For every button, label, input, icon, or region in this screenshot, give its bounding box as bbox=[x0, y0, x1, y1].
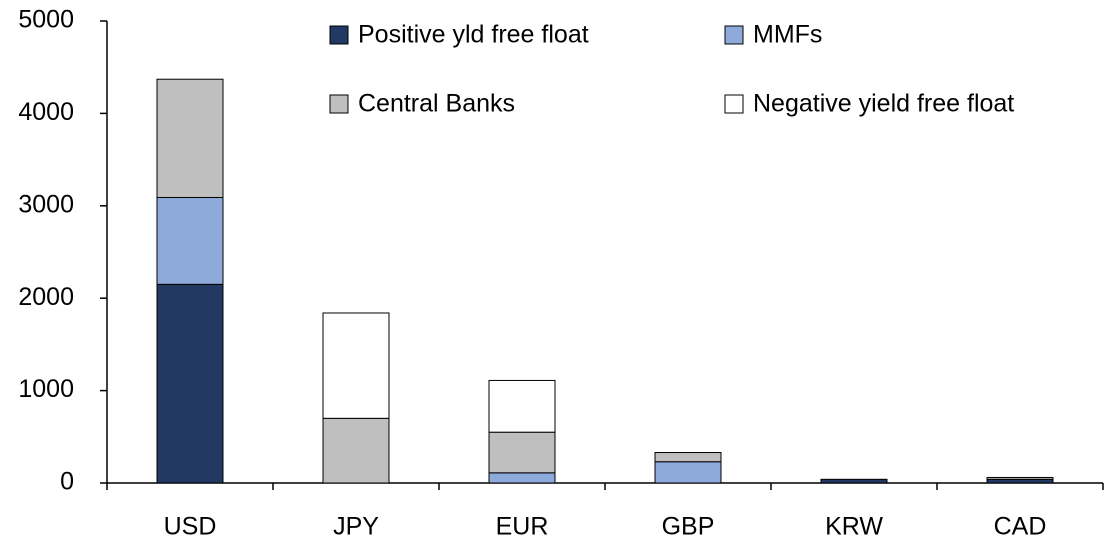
bar-segment bbox=[156, 78, 224, 198]
legend-label: Central Banks bbox=[358, 90, 515, 118]
x-tick-label: EUR bbox=[496, 513, 549, 541]
legend-label: Negative yield free float bbox=[753, 90, 1014, 118]
y-tick-label: 3000 bbox=[18, 190, 74, 218]
y-tick-label: 4000 bbox=[18, 98, 74, 126]
x-tick-label: KRW bbox=[825, 513, 883, 541]
y-tick-label: 1000 bbox=[18, 375, 74, 403]
y-tick-label: 2000 bbox=[18, 283, 74, 311]
bar-segment bbox=[488, 379, 556, 433]
y-tick-label: 5000 bbox=[18, 6, 74, 34]
legend-swatch bbox=[329, 25, 349, 45]
y-tick-label: 0 bbox=[60, 468, 74, 496]
bar-segment bbox=[156, 196, 224, 285]
x-tick-label: JPY bbox=[333, 513, 379, 541]
bar-segment bbox=[156, 283, 224, 484]
legend-label: Positive yld free float bbox=[358, 21, 589, 49]
bar-segment bbox=[322, 417, 390, 484]
bar-segment bbox=[488, 431, 556, 474]
legend-swatch bbox=[724, 25, 744, 45]
bar-segment bbox=[986, 476, 1054, 480]
legend-swatch bbox=[724, 94, 744, 114]
legend-label: MMFs bbox=[753, 21, 822, 49]
bar-segment bbox=[322, 312, 390, 419]
bar-segment bbox=[986, 478, 1054, 484]
legend-swatch bbox=[329, 94, 349, 114]
bar-segment bbox=[654, 461, 722, 484]
bar-segment bbox=[488, 472, 556, 484]
x-tick-label: CAD bbox=[994, 513, 1047, 541]
bar-segment bbox=[654, 452, 722, 463]
x-tick-label: GBP bbox=[662, 513, 715, 541]
x-tick-label: USD bbox=[164, 513, 217, 541]
bar-segment bbox=[820, 478, 888, 484]
